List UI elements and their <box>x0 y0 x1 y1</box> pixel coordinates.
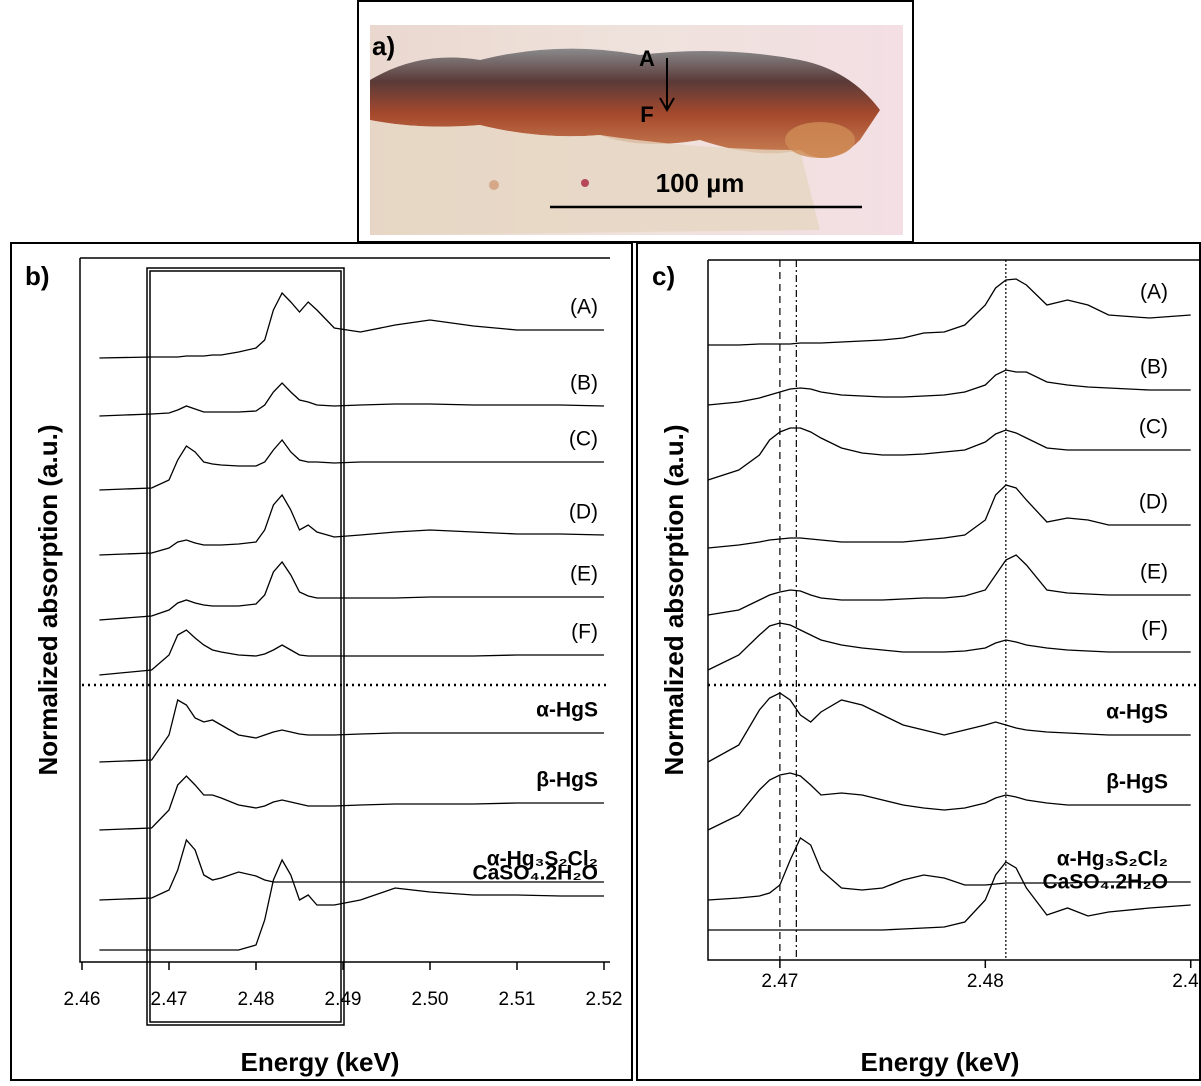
series-label: (C) <box>569 428 598 451</box>
highlight-box <box>146 267 345 1026</box>
series-label: (E) <box>570 563 598 586</box>
x-axis-label: Energy (keV) <box>241 1047 400 1077</box>
series-label: (D) <box>1139 491 1168 514</box>
highlight-box <box>149 270 342 1023</box>
series-label: CaSO₄.2H₂O <box>472 862 598 885</box>
spectrum <box>99 291 604 359</box>
spectrum <box>99 438 604 491</box>
x-tick-label: 2.50 <box>412 989 449 1010</box>
series-label: α-Hg₃S₂Cl₂ <box>1057 848 1168 871</box>
x-tick-label: 2.49 <box>1172 971 1201 992</box>
spectrum <box>707 484 1191 549</box>
spectrum <box>99 382 605 417</box>
spectrum <box>99 560 604 621</box>
series-label: (B) <box>1140 356 1168 379</box>
spectrum <box>99 629 604 676</box>
panel-label: a) <box>372 31 395 61</box>
series-label: α-HgS <box>1106 701 1168 724</box>
spectrum <box>708 861 1191 931</box>
point-label: A <box>639 46 655 71</box>
series-label: (A) <box>570 296 598 319</box>
photo <box>370 25 903 235</box>
x-axis-label: Energy (keV) <box>861 1047 1020 1077</box>
spectrum <box>707 772 1191 831</box>
y-axis-label: Normalized absorption (a.u.) <box>33 424 63 775</box>
axes <box>79 257 610 963</box>
series-label: α-Hg₃S₂Cl₂ <box>487 848 598 871</box>
x-tick-label: 2.52 <box>586 989 623 1010</box>
x-tick-label: 2.46 <box>64 989 101 1010</box>
spectrum <box>99 775 604 831</box>
series-label: (C) <box>1139 416 1168 439</box>
spectrum <box>707 837 1191 901</box>
x-tick-label: 2.47 <box>761 971 798 992</box>
spectrum <box>99 838 604 901</box>
axes <box>707 259 1200 961</box>
series-label: β-HgS <box>536 769 598 792</box>
x-tick-label: 2.49 <box>325 989 362 1010</box>
spectrum <box>707 692 1191 763</box>
spectrum <box>99 858 604 951</box>
arrow-head <box>659 97 675 112</box>
panel-label: b) <box>25 261 50 291</box>
series-label: α-HgS <box>536 699 598 722</box>
spectrum <box>99 699 604 763</box>
spectrum <box>707 369 1191 406</box>
series-label: (D) <box>569 501 598 524</box>
x-tick-label: 2.47 <box>151 989 188 1010</box>
series-label: (A) <box>1140 281 1168 304</box>
series-label: β-HgS <box>1106 771 1168 794</box>
spectrum <box>708 278 1191 346</box>
series-label: (B) <box>570 372 598 395</box>
spectrum <box>707 554 1191 616</box>
series-label: (F) <box>571 621 598 644</box>
scale-label: 100 µm <box>656 168 745 198</box>
x-tick-label: 2.48 <box>967 971 1004 992</box>
y-axis-label: Normalized absorption (a.u.) <box>659 424 689 775</box>
series-label: (F) <box>1141 618 1168 641</box>
series-label: (E) <box>1140 561 1168 584</box>
spectrum <box>707 427 1191 481</box>
panel-frame <box>636 242 1201 1081</box>
point-label: F <box>640 102 653 127</box>
spectrum <box>99 493 605 556</box>
panel-label: c) <box>652 261 675 291</box>
panel-frame <box>10 242 633 1081</box>
series-label: CaSO₄.2H₂O <box>1042 871 1168 894</box>
x-tick-label: 2.51 <box>499 989 536 1010</box>
x-tick-label: 2.48 <box>238 989 275 1010</box>
spectrum <box>707 622 1191 671</box>
